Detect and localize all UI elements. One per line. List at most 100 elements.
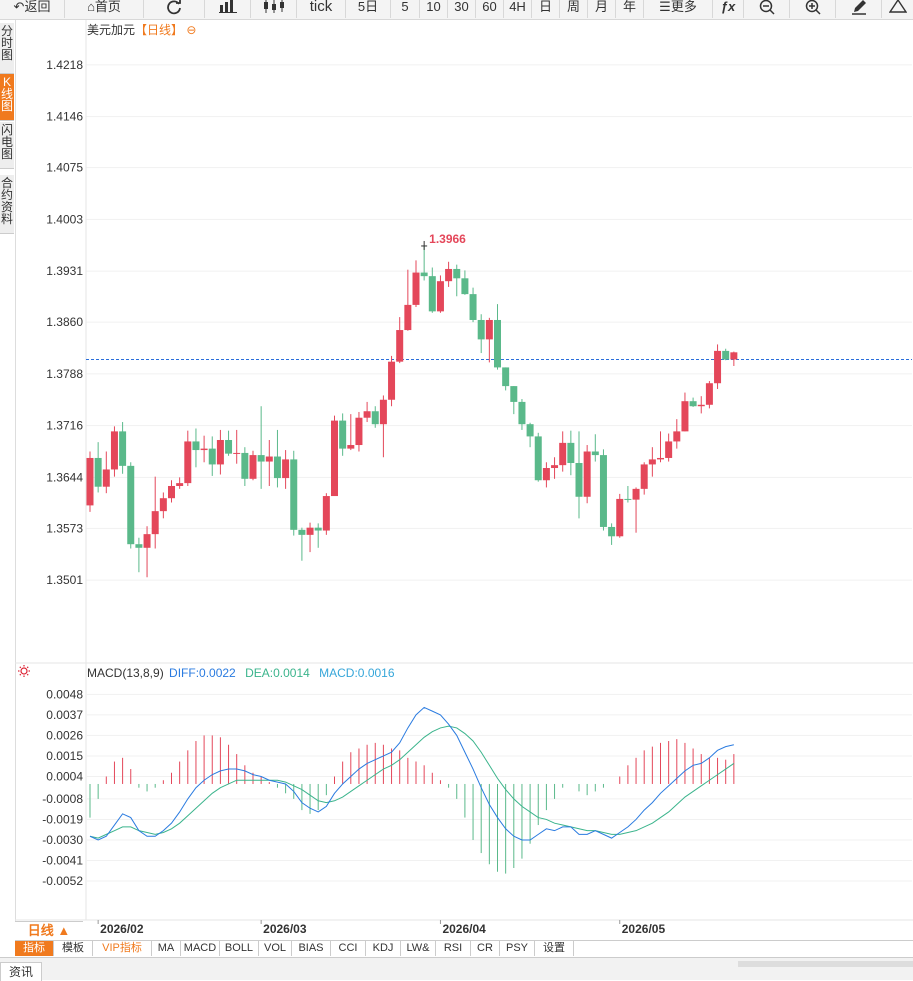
candle — [412, 260, 420, 308]
candle — [347, 414, 355, 451]
candle-body — [469, 294, 477, 320]
candle — [192, 428, 200, 468]
candle — [249, 450, 257, 481]
collapse-toggle-icon[interactable]: ⊖ — [186, 23, 197, 37]
candle — [599, 449, 607, 531]
main-y-tick-label: 1.3788 — [46, 367, 83, 381]
candle — [184, 430, 192, 486]
candlestick-icon — [263, 0, 284, 13]
x-axis: 2026/02 2026/03 2026/04 2026/05 — [15, 919, 913, 936]
candle — [102, 451, 110, 494]
candle — [608, 523, 616, 545]
candle — [665, 433, 673, 462]
draw-button[interactable] — [836, 0, 882, 18]
candle-body — [225, 439, 233, 454]
zoom-out-button[interactable] — [744, 0, 790, 18]
period-month-button[interactable]: 月 — [588, 0, 616, 18]
candle-body — [200, 448, 208, 451]
candle — [200, 435, 208, 463]
tab-vol[interactable]: VOL — [259, 941, 292, 956]
candle-body — [322, 496, 330, 531]
main-gridlines — [85, 20, 912, 920]
period-30-button[interactable]: 30 — [448, 0, 476, 18]
settings-sun-icon[interactable] — [18, 665, 30, 677]
tab-flash-chart[interactable]: 闪电图 — [0, 122, 14, 169]
home-icon: ⌂ — [87, 0, 95, 14]
back-arrow-icon: ↶ — [13, 0, 25, 14]
chart-canvas[interactable]: 1.4218 1.4146 1.4075 1.4003 1.3931 1.3860 1.37… — [0, 0, 913, 940]
tab-kdj[interactable]: KDJ — [366, 941, 401, 956]
candle-body — [86, 457, 94, 506]
tab-ma[interactable]: MA — [152, 941, 181, 956]
collapse-button[interactable] — [882, 0, 913, 18]
candle — [632, 487, 640, 533]
tick-button[interactable]: tick — [297, 0, 346, 18]
candles — [86, 245, 738, 578]
tab-cr[interactable]: CR — [471, 941, 500, 956]
candle-body — [648, 459, 656, 465]
candle — [176, 477, 184, 489]
candle — [494, 304, 501, 370]
period-60-button[interactable]: 60 — [476, 0, 504, 18]
max-price-label: 1.3966 — [429, 232, 466, 246]
main-y-tick-label: 1.3860 — [46, 315, 83, 329]
tab-templates[interactable]: 模板 — [54, 941, 93, 956]
tab-time-share[interactable]: 分时图 — [0, 23, 14, 74]
home-button[interactable]: ⌂首页 — [65, 0, 144, 18]
tab-rsi[interactable]: RSI — [436, 941, 471, 956]
candle-body — [616, 498, 624, 537]
candle-style-button[interactable] — [251, 0, 297, 18]
candle-body — [567, 442, 575, 463]
period-selector[interactable]: 日线 ▲ — [15, 921, 83, 940]
tab-cci[interactable]: CCI — [331, 941, 366, 956]
period-week-button[interactable]: 周 — [560, 0, 588, 18]
news-tab[interactable]: 资讯 — [0, 962, 42, 981]
candle — [657, 431, 664, 463]
tab-bias[interactable]: BIAS — [292, 941, 331, 956]
candle-body — [208, 448, 216, 465]
tab-lw[interactable]: LW& — [401, 941, 436, 956]
candle-body — [265, 456, 273, 462]
candle — [273, 429, 281, 488]
more-button[interactable]: ☰更多 — [644, 0, 713, 18]
tab-settings[interactable]: 设置 — [535, 941, 574, 956]
candle — [314, 523, 322, 548]
tab-contract-info[interactable]: 合约资料 — [0, 175, 14, 234]
candle-body — [396, 330, 404, 362]
pencil-icon — [851, 0, 866, 15]
period-10-button[interactable]: 10 — [420, 0, 448, 18]
five-day-button[interactable]: 5日 — [346, 0, 391, 18]
candle — [396, 317, 404, 364]
tab-vip-indicators[interactable]: VIP指标 — [93, 941, 152, 956]
candle — [551, 457, 559, 479]
candle — [208, 436, 216, 476]
period-label: 【日线】 — [135, 23, 184, 37]
zoom-in-button[interactable] — [790, 0, 836, 18]
candle — [461, 270, 469, 295]
tab-kline[interactable]: K线图 — [0, 74, 14, 121]
refresh-button[interactable] — [144, 0, 205, 18]
candle — [575, 431, 583, 519]
tab-macd[interactable]: MACD — [181, 941, 220, 956]
candle-body — [355, 417, 363, 446]
period-4h-button[interactable]: 4H — [504, 0, 532, 18]
candle-body — [388, 361, 396, 400]
candle-body — [404, 304, 412, 331]
scrollbar[interactable] — [738, 961, 913, 967]
period-5-button[interactable]: 5 — [391, 0, 420, 18]
zoom-out-icon — [759, 0, 775, 15]
candle — [331, 415, 338, 497]
period-day-button[interactable]: 日 — [532, 0, 560, 18]
candle — [94, 442, 102, 493]
candle — [689, 397, 697, 407]
formula-button[interactable]: ƒx — [713, 0, 744, 18]
back-button[interactable]: ↶返回 — [0, 0, 65, 18]
top-toolbar: ↶返回 ⌂首页 tick 5日 5 10 30 60 4H 日 周 月 年 ☰更… — [0, 0, 913, 20]
chart-type-button[interactable] — [205, 0, 251, 18]
candle-body — [599, 455, 607, 527]
tab-indicators[interactable]: 指标 — [15, 941, 54, 956]
period-year-button[interactable]: 年 — [616, 0, 644, 18]
tab-psy[interactable]: PSY — [500, 941, 535, 956]
candle — [648, 447, 656, 477]
tab-boll[interactable]: BOLL — [220, 941, 259, 956]
